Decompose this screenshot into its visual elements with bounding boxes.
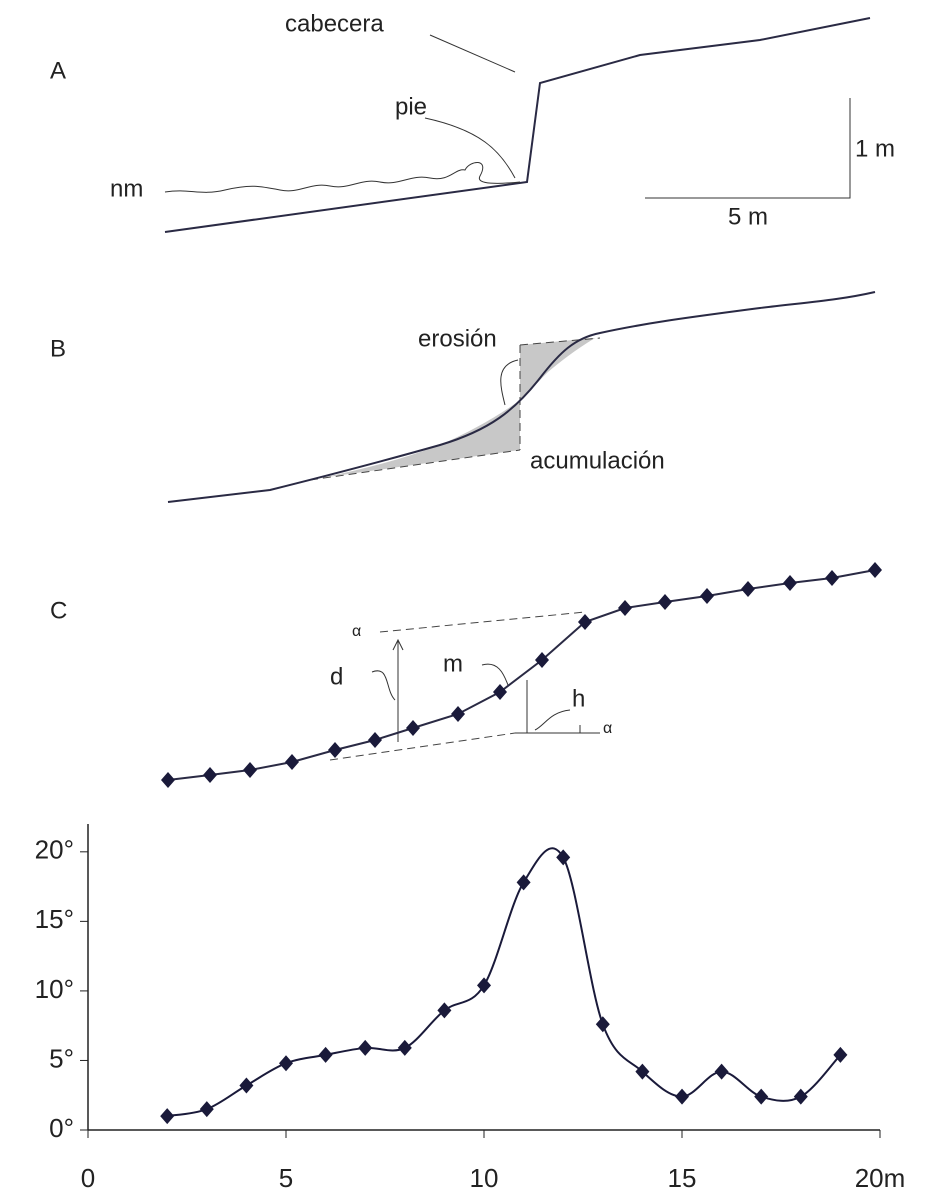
sample-point: [783, 575, 797, 591]
data-point: [239, 1077, 254, 1094]
sample-point: [243, 762, 257, 778]
sample-point: [328, 742, 342, 758]
label: m: [443, 650, 463, 677]
sample-point: [285, 754, 299, 770]
sample-point: [741, 581, 755, 597]
panel-letter: B: [50, 335, 66, 362]
x-tick-label: 0: [81, 1163, 95, 1193]
erosion-area: [520, 338, 595, 400]
label: d: [330, 663, 343, 690]
label: h: [572, 685, 585, 712]
sample-point: [368, 732, 382, 748]
sample-point: [493, 684, 507, 700]
x-tick-label: 15: [668, 1163, 697, 1193]
data-point: [279, 1055, 293, 1072]
sample-point: [868, 562, 882, 578]
leader: [424, 117, 516, 179]
leader: [500, 359, 519, 406]
sample-point: [825, 570, 839, 586]
original-profile: [309, 337, 601, 481]
data-point: [199, 1101, 214, 1118]
scale-bar: [645, 98, 851, 199]
data-point: [358, 1039, 373, 1056]
series-line: [167, 847, 842, 1118]
y-tick-label: 5°: [49, 1043, 74, 1073]
data-point: [754, 1088, 769, 1105]
data-point: [397, 1039, 412, 1056]
leader: [481, 663, 509, 686]
data-point: [318, 1046, 333, 1063]
data-point: [793, 1088, 808, 1105]
data-point: [833, 1046, 848, 1063]
panel-b: B erosión acumulación: [50, 291, 876, 503]
water-line: [164, 162, 521, 193]
slope-profile: [167, 291, 876, 503]
data-point: [160, 1108, 175, 1125]
x-tick-label: 5: [279, 1163, 293, 1193]
label: α: [352, 623, 361, 640]
sample-point: [451, 706, 465, 722]
y-tick-label: 15°: [35, 904, 74, 934]
data-point: [595, 1016, 610, 1033]
sample-point: [535, 652, 549, 668]
label: pie: [395, 93, 427, 120]
leader: [429, 34, 516, 73]
sample-point: [700, 588, 714, 604]
label: 5 m: [728, 203, 768, 230]
sample-point: [203, 767, 217, 783]
label: α: [603, 720, 612, 737]
panel-a: A nm cabecera pie 1 m 5 m: [50, 10, 895, 233]
data-point: [437, 1002, 452, 1019]
sample-point: [578, 614, 592, 630]
sample-point: [406, 720, 420, 736]
chart: 0° 5° 10° 15° 20° 0 5 10 15 20m: [35, 824, 906, 1193]
sample-points: [161, 562, 882, 788]
guide: [392, 638, 600, 742]
x-tick-label: 20m: [855, 1163, 906, 1193]
panel-letter: C: [50, 597, 67, 624]
label: 1 m: [855, 135, 895, 162]
leader: [534, 709, 571, 731]
sample-point: [618, 600, 632, 616]
slope-profile: [164, 17, 871, 233]
x-tick-label: 10: [470, 1163, 499, 1193]
data-point: [477, 977, 491, 994]
sample-point: [161, 772, 175, 788]
y-tick-label: 0°: [49, 1113, 74, 1143]
sample-point: [658, 594, 672, 610]
y-tick-label: 20°: [35, 835, 74, 865]
guide: [329, 611, 586, 761]
y-tick-label: 10°: [35, 974, 74, 1004]
label: erosión: [418, 325, 497, 352]
data-point: [635, 1063, 650, 1080]
data-point: [675, 1088, 689, 1105]
panel-c: C α d m h α: [50, 562, 882, 788]
label: acumulación: [530, 447, 665, 474]
panel-letter: A: [50, 57, 66, 84]
data-point: [714, 1063, 729, 1080]
data-point: [556, 849, 571, 866]
accumulation-area: [320, 400, 520, 478]
data-point: [516, 874, 531, 891]
label: cabecera: [285, 10, 384, 37]
leader: [371, 670, 396, 701]
sampled-profile: [167, 569, 876, 781]
label: nm: [110, 175, 143, 202]
